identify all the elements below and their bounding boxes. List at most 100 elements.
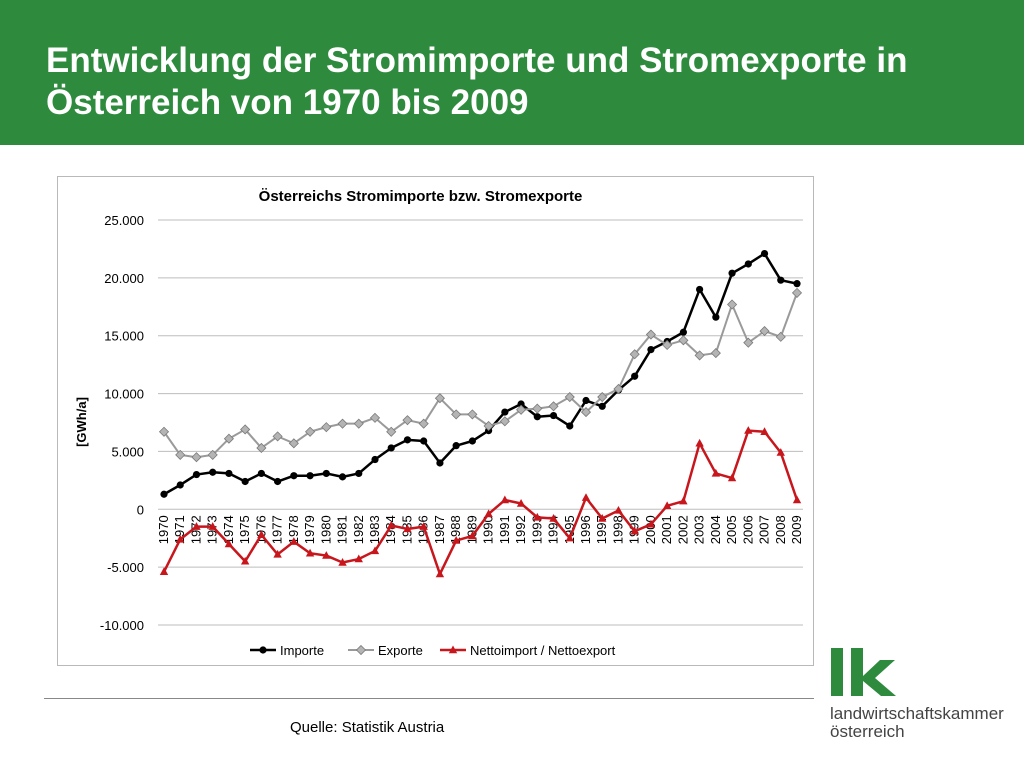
x-tick-label: 1990 [481, 515, 496, 544]
data-point-exporte [434, 393, 445, 404]
logo-text-line-1: landwirtschaftskammer [830, 704, 1004, 723]
data-point-nettoimport-nettoexport [760, 427, 769, 435]
y-tick-label: 5.000 [111, 444, 144, 459]
x-tick-label: 1981 [335, 515, 350, 544]
data-point-exporte [678, 335, 689, 346]
data-point-exporte [321, 422, 332, 433]
y-tick-label: -10.000 [100, 618, 144, 633]
x-tick-label: 1992 [513, 515, 528, 544]
data-point-exporte [499, 416, 510, 427]
data-point-importe [338, 473, 347, 481]
x-tick-label: 2008 [773, 515, 788, 544]
data-point-nettoimport-nettoexport [468, 531, 477, 540]
series-line-exporte [163, 292, 798, 459]
data-point-exporte [272, 431, 283, 442]
data-point-exporte [467, 409, 478, 420]
data-point-nettoimport-nettoexport [516, 499, 526, 507]
data-point-importe [679, 328, 687, 336]
data-point-exporte [288, 438, 299, 449]
data-point-exporte [532, 403, 543, 414]
data-point-importe [468, 437, 476, 445]
data-point-nettoimport-nettoexport [484, 509, 493, 518]
data-point-exporte [158, 426, 170, 437]
data-point-importe [241, 477, 249, 486]
data-point-importe [225, 469, 233, 478]
chart-title: Österreichs Stromimporte bzw. Stromexpor… [259, 188, 583, 205]
data-point-nettoimport-nettoexport [192, 522, 201, 530]
data-point-importe [566, 422, 574, 430]
y-tick-label: -5.000 [107, 560, 144, 575]
data-point-exporte [353, 418, 364, 429]
legend-marker-importe [259, 646, 267, 654]
data-point-nettoimport-nettoexport [792, 495, 802, 504]
data-point-exporte [369, 412, 381, 423]
data-point-importe [517, 400, 525, 408]
data-point-importe [582, 396, 590, 405]
x-tick-label: 1975 [237, 515, 252, 544]
data-point-nettoimport-nettoexport [305, 548, 315, 557]
x-tick-label: 1983 [367, 515, 382, 544]
data-point-exporte [759, 326, 770, 337]
data-point-exporte [694, 350, 705, 361]
data-point-importe [501, 408, 509, 416]
y-tick-label: 20.000 [104, 271, 144, 286]
x-tick-label: 2007 [757, 515, 772, 544]
data-point-exporte [613, 383, 624, 395]
data-point-exporte [305, 426, 316, 437]
data-point-exporte [256, 442, 267, 454]
data-point-importe [452, 442, 460, 450]
line-chart: Österreichs Stromimporte bzw. Stromexpor… [74, 188, 804, 658]
x-tick-label: 1970 [156, 515, 171, 544]
series-line-importe [163, 252, 798, 496]
y-tick-label: 25.000 [104, 213, 144, 228]
data-point-nettoimport-nettoexport [257, 530, 266, 538]
data-point-exporte [483, 420, 494, 432]
data-point-nettoimport-nettoexport [322, 551, 331, 559]
data-point-importe [760, 249, 769, 258]
legend-marker-nettoimport-nettoexport [448, 645, 458, 654]
x-tick-label: 1982 [351, 515, 366, 544]
data-point-nettoimport-nettoexport [273, 549, 282, 558]
data-point-importe [355, 469, 363, 478]
y-tick-label: 15.000 [104, 329, 144, 344]
x-tick-label: 2003 [692, 515, 707, 544]
x-tick-label: 2006 [740, 515, 755, 544]
data-point-importe [290, 472, 298, 480]
x-tick-label: 1991 [497, 515, 512, 544]
data-point-importe [777, 276, 785, 284]
data-point-importe [549, 411, 558, 420]
x-tick-label: 1993 [529, 515, 544, 544]
data-point-nettoimport-nettoexport [598, 514, 607, 522]
data-point-importe [696, 285, 704, 294]
data-point-exporte [337, 418, 348, 429]
data-point-nettoimport-nettoexport [711, 468, 721, 477]
data-point-nettoimport-nettoexport [435, 569, 445, 578]
data-point-nettoimport-nettoexport [354, 554, 363, 563]
x-tick-label: 1974 [221, 515, 236, 544]
x-tick-label: 1997 [594, 515, 609, 544]
x-tick-label: 2002 [675, 515, 690, 544]
data-point-importe [744, 260, 752, 268]
data-point-exporte [564, 391, 575, 403]
data-point-nettoimport-nettoexport [240, 556, 250, 565]
data-point-importe [533, 413, 541, 421]
data-point-importe [209, 468, 217, 476]
data-point-exporte [775, 331, 786, 342]
data-point-exporte [629, 349, 640, 360]
data-point-exporte [743, 337, 754, 348]
legend-label-importe: Importe [280, 643, 324, 658]
data-point-importe [598, 402, 606, 410]
legend-label-nettoimport-nettoexport: Nettoimport / Nettoexport [470, 643, 616, 658]
x-tick-label: 1987 [432, 515, 447, 544]
data-point-nettoimport-nettoexport [176, 534, 185, 543]
data-point-nettoimport-nettoexport [614, 505, 623, 514]
x-tick-label: 1998 [610, 515, 625, 544]
x-tick-label: 1984 [383, 515, 398, 544]
data-point-importe [371, 455, 379, 464]
data-point-exporte [402, 415, 413, 426]
footer-divider [44, 698, 814, 699]
data-point-importe [403, 436, 412, 444]
data-point-exporte [386, 426, 397, 437]
data-point-nettoimport-nettoexport [662, 501, 672, 510]
x-tick-label: 1980 [318, 515, 333, 544]
